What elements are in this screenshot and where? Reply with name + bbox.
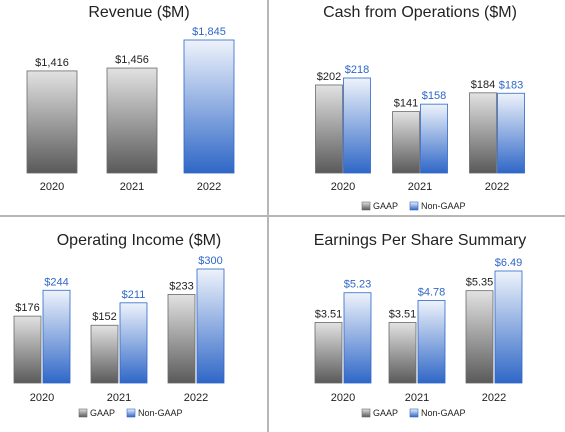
x-tick-label: 2021 bbox=[405, 392, 429, 404]
nongaap-bar-2021 bbox=[417, 300, 446, 384]
nongaap-bar-2021 bbox=[119, 302, 148, 384]
gaap-bar-2021 bbox=[90, 324, 119, 384]
x-tick-label: 2021 bbox=[107, 392, 131, 404]
data-label: $211 bbox=[122, 289, 146, 301]
data-label: $6.49 bbox=[495, 257, 523, 269]
legend-swatch-nongaap bbox=[409, 408, 419, 418]
chart-title: Revenue ($M) bbox=[88, 4, 189, 21]
data-label: $176 bbox=[15, 302, 39, 314]
data-label: $300 bbox=[198, 255, 222, 267]
data-label: $218 bbox=[345, 64, 369, 76]
legend-label-nongaap: Non-GAAP bbox=[421, 408, 466, 418]
data-label: $184 bbox=[471, 79, 495, 91]
x-tick-label: 2022 bbox=[482, 392, 506, 404]
legend-label-gaap: GAAP bbox=[373, 201, 398, 211]
data-label: $152 bbox=[92, 311, 116, 323]
nongaap-bar-2020 bbox=[42, 289, 71, 384]
legend-swatch-gaap bbox=[78, 408, 88, 418]
data-label: $5.23 bbox=[344, 279, 372, 291]
x-tick-label: 2020 bbox=[40, 181, 64, 193]
data-label: $3.51 bbox=[315, 308, 343, 320]
gaap-bar-2021 bbox=[106, 67, 158, 174]
gaap-bar-2021 bbox=[388, 322, 417, 384]
x-tick-label: 2021 bbox=[120, 181, 144, 193]
data-label: $4.78 bbox=[418, 287, 446, 299]
data-label: $141 bbox=[394, 98, 418, 110]
data-label: $1,456 bbox=[115, 54, 149, 66]
nongaap-bar-2022 bbox=[494, 270, 523, 384]
gaap-bar-2022 bbox=[167, 294, 196, 384]
gaap-bar-2020 bbox=[13, 315, 42, 384]
data-label: $3.51 bbox=[389, 308, 417, 320]
data-label: $233 bbox=[169, 280, 193, 292]
legend-label-nongaap: Non-GAAP bbox=[421, 201, 466, 211]
x-tick-label: 2022 bbox=[184, 392, 208, 404]
data-label: $183 bbox=[499, 79, 523, 91]
nongaap-bar-2022 bbox=[183, 39, 235, 174]
chart-title: Earnings Per Share Summary bbox=[314, 232, 527, 249]
x-tick-label: 2020 bbox=[331, 392, 355, 404]
nongaap-bar-2022 bbox=[497, 92, 525, 174]
x-tick-label: 2020 bbox=[331, 181, 355, 193]
data-label: $244 bbox=[44, 276, 68, 288]
chart-title: Cash from Operations ($M) bbox=[323, 4, 517, 21]
data-label: $202 bbox=[317, 71, 341, 83]
data-label: $1,845 bbox=[192, 26, 226, 38]
cash-from-operations-chart: Cash from Operations ($M) $202 $218 2020 $14… bbox=[315, 4, 525, 211]
data-label: $5.35 bbox=[466, 277, 494, 289]
x-tick-label: 2020 bbox=[30, 392, 54, 404]
legend-swatch-gaap bbox=[361, 408, 371, 418]
eps-summary-panel: Earnings Per Share Summary $3.51 $5.23 2020… bbox=[283, 216, 565, 432]
nongaap-bar-2020 bbox=[343, 292, 372, 384]
gaap-bar-2020 bbox=[26, 70, 78, 174]
gaap-bar-2020 bbox=[315, 84, 343, 174]
x-tick-label: 2022 bbox=[197, 181, 221, 193]
x-tick-label: 2022 bbox=[485, 181, 509, 193]
gaap-bar-2022 bbox=[469, 92, 497, 174]
legend-label-gaap: GAAP bbox=[373, 408, 398, 418]
data-label: $158 bbox=[422, 90, 446, 102]
x-tick-label: 2021 bbox=[408, 181, 432, 193]
nongaap-bar-2020 bbox=[343, 77, 371, 174]
nongaap-bar-2022 bbox=[196, 268, 225, 384]
operating-income-panel: Operating Income ($M) $176 $244 2020 $152 $21… bbox=[0, 216, 282, 432]
legend-swatch-nongaap bbox=[409, 201, 419, 211]
legend-label-nongaap: Non-GAAP bbox=[138, 408, 183, 418]
gaap-bar-2022 bbox=[465, 290, 494, 384]
horizontal-divider bbox=[0, 215, 565, 217]
revenue-panel: Revenue ($M) $1,416 2020 $1,456 2021 $1,845 20… bbox=[0, 0, 282, 216]
legend-label-gaap: GAAP bbox=[90, 408, 115, 418]
data-label: $1,416 bbox=[35, 57, 69, 69]
gaap-bar-2021 bbox=[392, 111, 420, 174]
eps-summary-chart: Earnings Per Share Summary $3.51 $5.23 2020… bbox=[314, 232, 527, 418]
operating-income-chart: Operating Income ($M) $176 $244 2020 $152 $21… bbox=[13, 232, 225, 418]
legend-swatch-nongaap bbox=[126, 408, 136, 418]
gaap-bar-2020 bbox=[314, 322, 343, 384]
nongaap-bar-2021 bbox=[420, 103, 448, 174]
chart-title: Operating Income ($M) bbox=[57, 232, 222, 249]
legend-swatch-gaap bbox=[361, 201, 371, 211]
revenue-chart: Revenue ($M) $1,416 2020 $1,456 2021 $1,845 20… bbox=[26, 4, 235, 193]
cash-from-operations-panel: Cash from Operations ($M) $202 $218 2020 $14… bbox=[283, 0, 565, 216]
